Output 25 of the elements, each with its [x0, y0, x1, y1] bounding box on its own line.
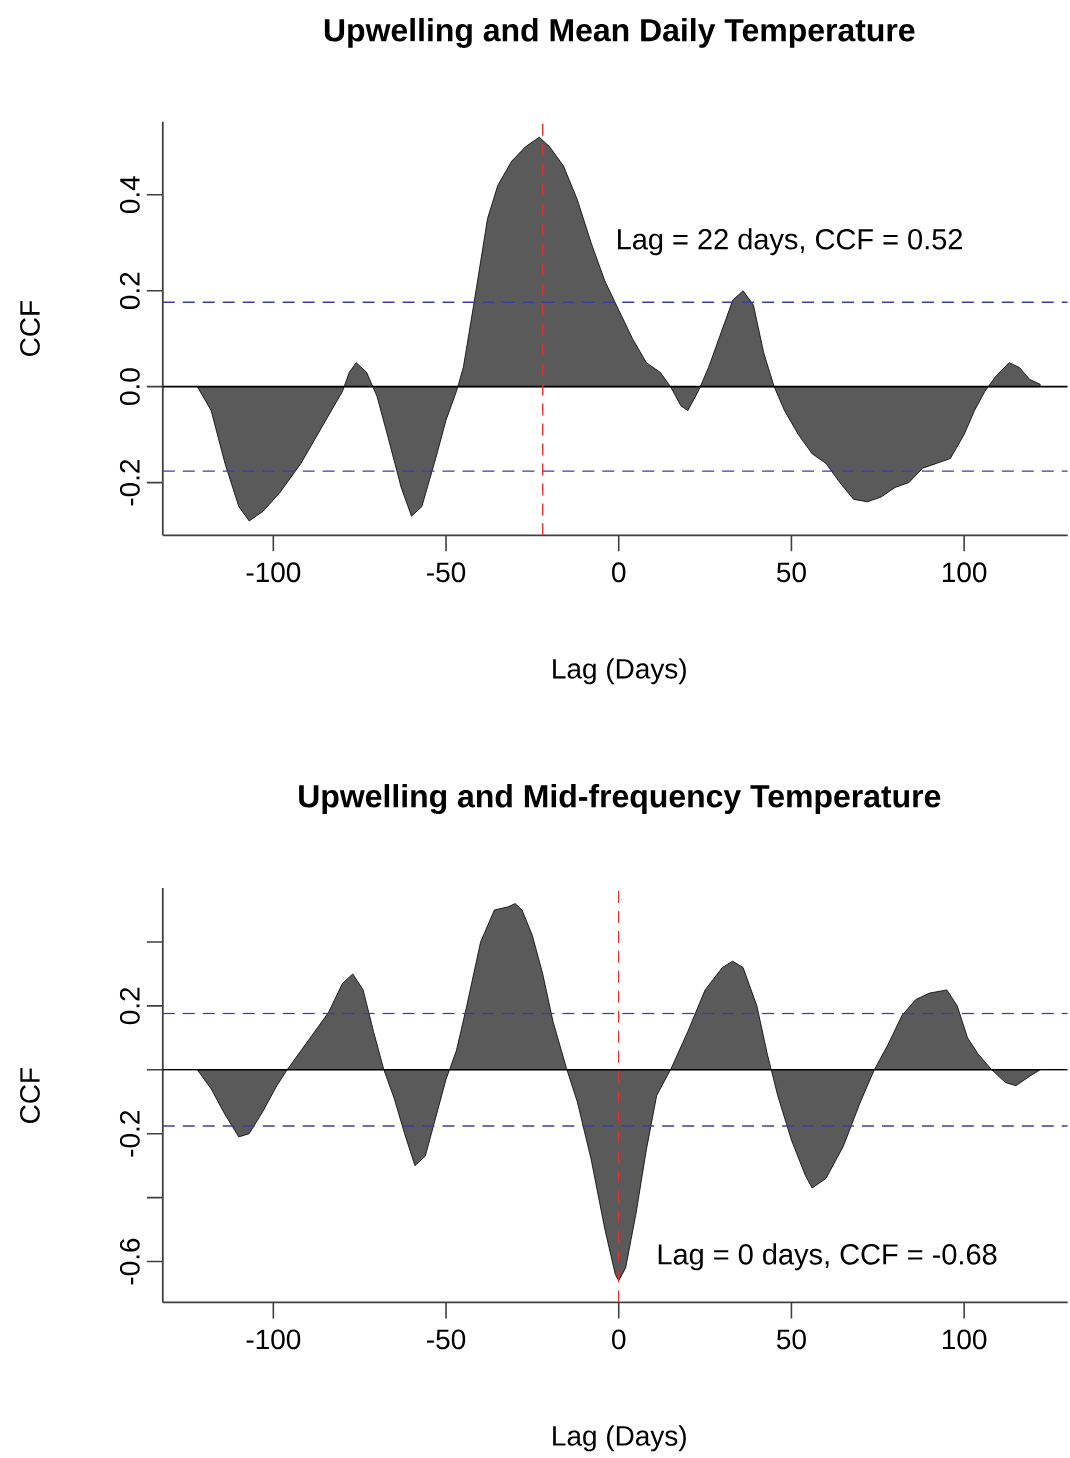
x-axis-title: Lag (Days): [553, 658, 687, 685]
y-tick-label: 0.2: [120, 272, 140, 310]
y-tick-label: -0.2: [120, 1111, 140, 1157]
annotation: Lag = 22 days, CCF = 0.52: [618, 228, 963, 256]
annotation: Lag = 0 days, CCF = -0.68: [658, 1243, 997, 1271]
x-tick-label: -100: [246, 1329, 301, 1350]
x-tick-label: 0: [612, 1329, 626, 1350]
x-tick-label: -50: [427, 1329, 466, 1350]
x-tick-label: 50: [777, 562, 807, 583]
x-tick-label: -50: [427, 562, 466, 583]
y-tick-label: 0.2: [120, 987, 140, 1025]
y-tick-label: -0.6: [120, 1238, 140, 1285]
x-tick-label: 100: [943, 1329, 987, 1350]
y-axis-title: CCF: [20, 300, 40, 356]
x-tick-label: 0: [612, 562, 626, 583]
x-axis-title: Lag (Days): [553, 1425, 687, 1452]
y-axis-title: CCF: [20, 1068, 40, 1124]
y-tick-label: 0.4: [120, 176, 140, 214]
chart-title: Upwelling and Mean Daily Temperature: [325, 17, 915, 48]
y-tick-label: -0.2: [120, 459, 140, 506]
x-tick-label: 100: [943, 562, 987, 583]
x-tick-label: 50: [777, 1329, 807, 1350]
y-tick-label: 0.0: [120, 368, 140, 405]
chart-title: Upwelling and Mid-frequency Temperature: [299, 784, 941, 815]
x-tick-label: -100: [246, 562, 301, 583]
